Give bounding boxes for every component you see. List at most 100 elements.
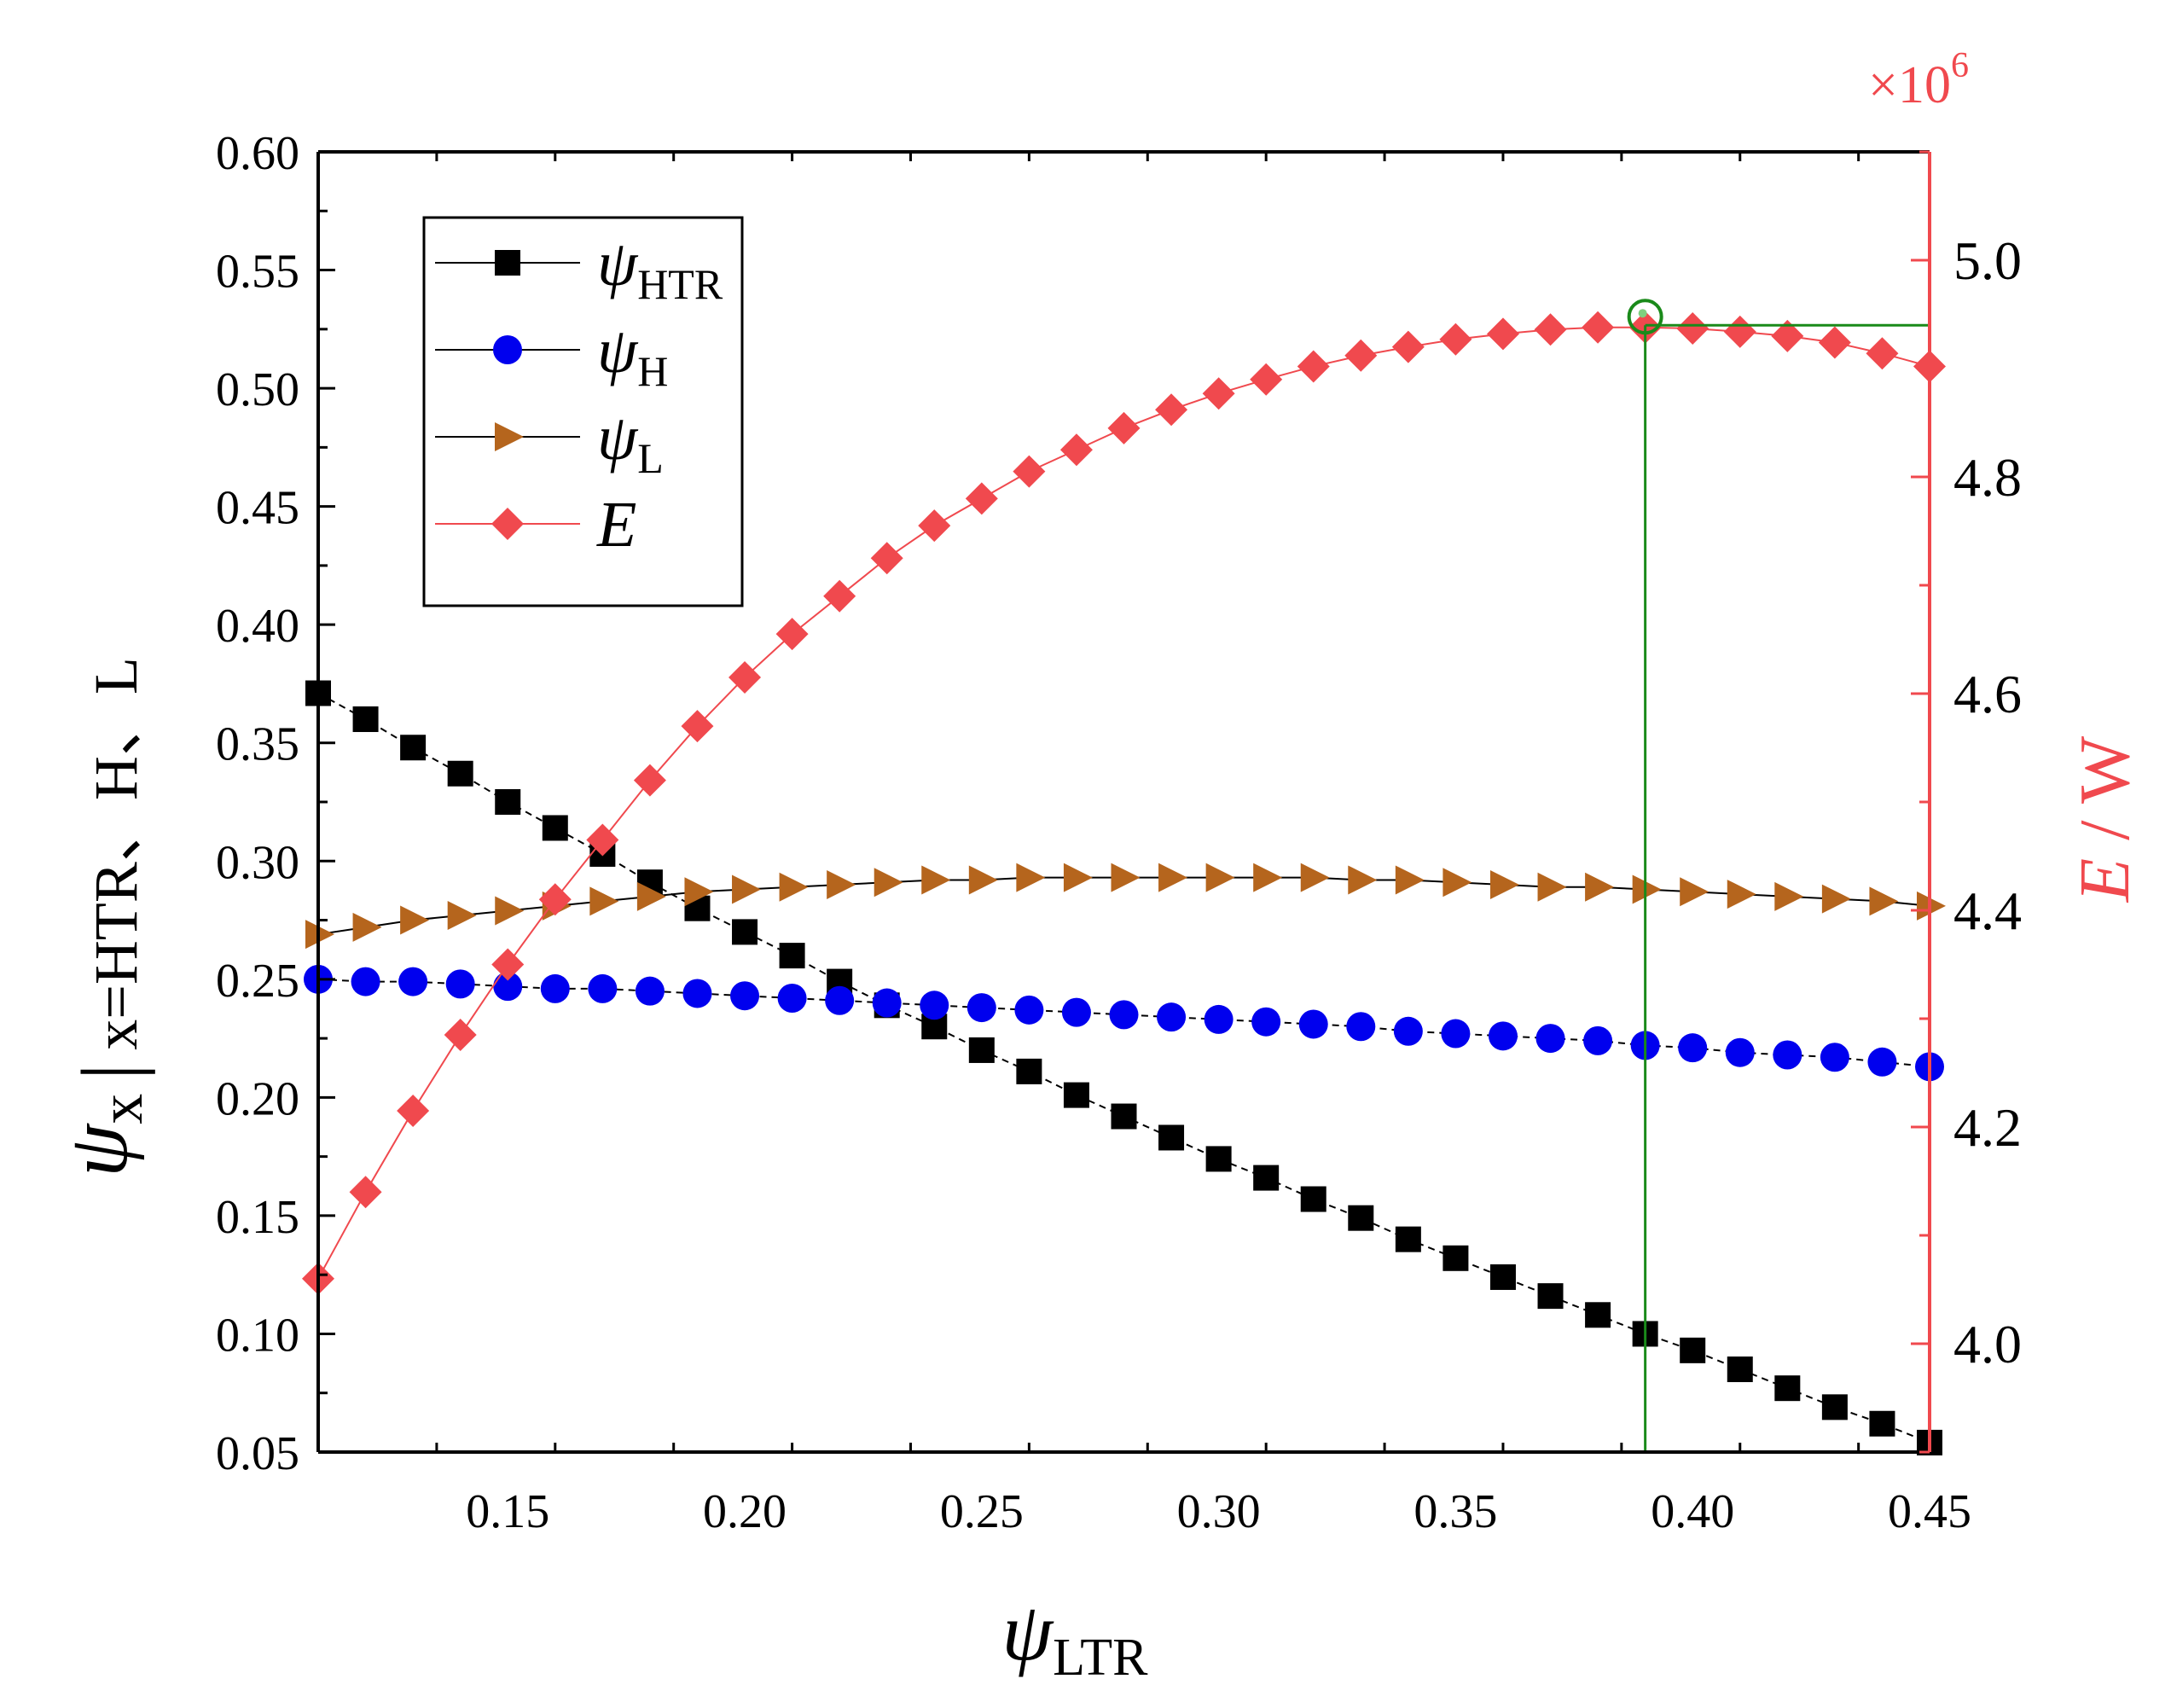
- x-tick-label: 0.30: [1177, 1485, 1261, 1538]
- data-point-l: [1869, 886, 1899, 916]
- data-point-l: [779, 872, 809, 902]
- data-point-l: [1300, 863, 1330, 892]
- data-point-e: [349, 1176, 382, 1209]
- legend-symbol: ψ: [597, 228, 639, 299]
- crosshair-marker-circle: [1627, 299, 1663, 335]
- y-left-tick-label: 0.45: [216, 482, 299, 535]
- data-point-e: [1297, 350, 1330, 383]
- legend-item-htr: ψHTR: [435, 228, 723, 308]
- data-point-htr: [1016, 1058, 1042, 1084]
- data-point-h: [1678, 1033, 1708, 1063]
- x-tick-label: 0.25: [940, 1485, 1024, 1538]
- y-left-tick-label: 0.50: [216, 363, 299, 416]
- data-point-e: [1059, 433, 1093, 467]
- data-point-l: [1205, 863, 1235, 892]
- data-point-l: [636, 881, 666, 911]
- legend-marker: [495, 250, 520, 276]
- data-point-l: [1727, 880, 1756, 909]
- legend-symbol: E: [596, 489, 636, 561]
- data-point-htr: [1869, 1410, 1895, 1437]
- legend-marker: [491, 508, 524, 540]
- data-point-h: [872, 988, 902, 1018]
- data-point-h: [1251, 1007, 1281, 1037]
- x-axis-title-sub: LTR: [1053, 1629, 1148, 1687]
- data-point-htr: [1585, 1302, 1611, 1328]
- data-point-l: [1395, 865, 1425, 895]
- data-point-e: [775, 618, 809, 651]
- y-right-tick-label: 4.0: [1953, 1314, 2022, 1374]
- data-point-h: [1488, 1021, 1518, 1051]
- data-point-e: [823, 579, 856, 613]
- tick-layer: 0.15 0.20 0.25 0.30 0.35 0.40 0.45 0.05 0.10 0.15…: [216, 127, 2022, 1538]
- y-left-tick-label: 0.15: [216, 1191, 299, 1244]
- data-point-e: [1344, 339, 1378, 372]
- data-point-l: [495, 896, 525, 926]
- data-point-e: [444, 1019, 477, 1052]
- data-point-h: [1204, 1004, 1234, 1034]
- data-point-l: [447, 901, 477, 931]
- data-point-htr: [1253, 1165, 1280, 1191]
- y-left-title-sub: x: [87, 1094, 155, 1124]
- data-point-h: [1820, 1043, 1849, 1072]
- data-point-l: [732, 874, 762, 904]
- data-point-e: [1582, 311, 1615, 344]
- data-point-e: [491, 948, 525, 981]
- data-point-e: [1486, 317, 1519, 351]
- data-point-l: [968, 865, 998, 895]
- y-right-tick-label: 5.0: [1953, 230, 2022, 291]
- legend-label: ψH: [597, 315, 668, 395]
- data-point-e: [1723, 315, 1756, 348]
- data-point-e: [633, 764, 666, 797]
- data-point-l: [1489, 869, 1519, 899]
- y-right-tick-label: 4.4: [1953, 880, 2022, 941]
- data-point-e: [1391, 330, 1425, 363]
- data-point-l: [1253, 863, 1283, 892]
- y-left-tick-label: 0.20: [216, 1072, 299, 1125]
- data-point-l: [1348, 865, 1378, 895]
- y-left-title-suffix: │x=HTR、H、L: [80, 657, 155, 1094]
- data-point-e: [1771, 319, 1804, 352]
- data-point-htr: [400, 735, 427, 761]
- data-point-e: [538, 883, 572, 916]
- data-point-e: [586, 823, 619, 857]
- series-h: [304, 964, 1944, 1082]
- data-point-e: [1676, 312, 1710, 346]
- data-point-h: [398, 967, 428, 996]
- x-tick-label: 0.15: [466, 1485, 549, 1538]
- data-point-htr: [1063, 1082, 1089, 1108]
- x-axis-title-symbol: ψ: [1001, 1586, 1054, 1677]
- data-point-htr: [968, 1037, 995, 1063]
- data-point-l: [400, 905, 430, 935]
- data-point-h: [1109, 1000, 1139, 1030]
- data-point-htr: [1537, 1283, 1564, 1310]
- data-point-htr: [1300, 1186, 1326, 1212]
- data-point-h: [1725, 1037, 1755, 1067]
- data-point-htr: [1158, 1124, 1185, 1151]
- annotation-layer: [1627, 299, 1930, 1452]
- data-point-e: [1107, 411, 1141, 444]
- data-point-l: [1158, 863, 1188, 892]
- data-point-e: [1534, 313, 1567, 346]
- y-right-axis-title: E / W: [2065, 735, 2145, 903]
- legend-symbol: ψ: [597, 315, 639, 386]
- data-point-h: [1157, 1002, 1187, 1032]
- data-point-h: [825, 985, 855, 1015]
- x-tick-label: 0.35: [1413, 1485, 1497, 1538]
- data-point-e: [1866, 337, 1899, 370]
- multiplier-base: ×10: [1868, 56, 1951, 114]
- data-point-h: [1346, 1012, 1376, 1042]
- data-point-e: [1250, 363, 1283, 396]
- data-point-htr: [542, 815, 568, 841]
- data-point-htr: [1489, 1264, 1516, 1290]
- data-point-h: [1061, 997, 1091, 1027]
- data-point-e: [1202, 377, 1235, 410]
- legend-subscript: L: [637, 434, 664, 482]
- x-tick-label: 0.45: [1888, 1485, 1971, 1538]
- y-right-title-rest: / W: [2065, 735, 2145, 858]
- data-point-e: [1818, 326, 1851, 359]
- data-point-htr: [1111, 1103, 1137, 1130]
- data-point-h: [540, 973, 570, 1003]
- data-point-l: [874, 868, 903, 898]
- data-point-l: [352, 912, 382, 942]
- data-point-h: [967, 993, 996, 1023]
